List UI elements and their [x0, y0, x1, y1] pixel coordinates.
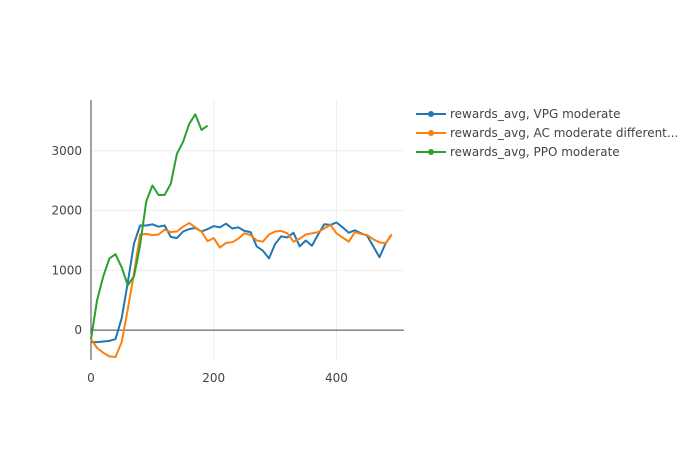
axes — [90, 100, 404, 360]
legend-item-1[interactable]: rewards_avg, VPG moderate — [416, 107, 620, 121]
series-line-2 — [90, 222, 393, 358]
legend-item-2[interactable]: rewards_avg, AC moderate different... — [416, 126, 678, 140]
y-tick-label: 3000 — [51, 144, 82, 158]
y-tick-label: 2000 — [51, 204, 82, 218]
x-tick-label: 200 — [202, 371, 225, 385]
legend-label: rewards_avg, VPG moderate — [450, 107, 620, 121]
legend-item-3[interactable]: rewards_avg, PPO moderate — [416, 145, 620, 159]
y-tick-label: 1000 — [51, 263, 82, 277]
x-tick-label: 0 — [87, 371, 95, 385]
legend-label: rewards_avg, AC moderate different... — [450, 126, 678, 140]
y-tick-label: 0 — [74, 323, 82, 337]
gridlines — [91, 100, 404, 360]
series-lines — [90, 113, 393, 358]
x-tick-label: 400 — [325, 371, 348, 385]
series-line-1 — [91, 221, 393, 344]
legend-label: rewards_avg, PPO moderate — [450, 145, 620, 159]
series-line-3 — [90, 113, 209, 340]
plot-area: 0 1000 2000 3000 0 200 400 — [51, 100, 404, 385]
legend-swatch-marker — [428, 130, 434, 136]
legend-swatch-marker — [428, 111, 434, 117]
legend-swatch-marker — [428, 149, 434, 155]
legend[interactable]: rewards_avg, VPG moderate rewards_avg, AC… — [416, 107, 678, 159]
tick-labels: 0 1000 2000 3000 0 200 400 — [51, 144, 347, 385]
